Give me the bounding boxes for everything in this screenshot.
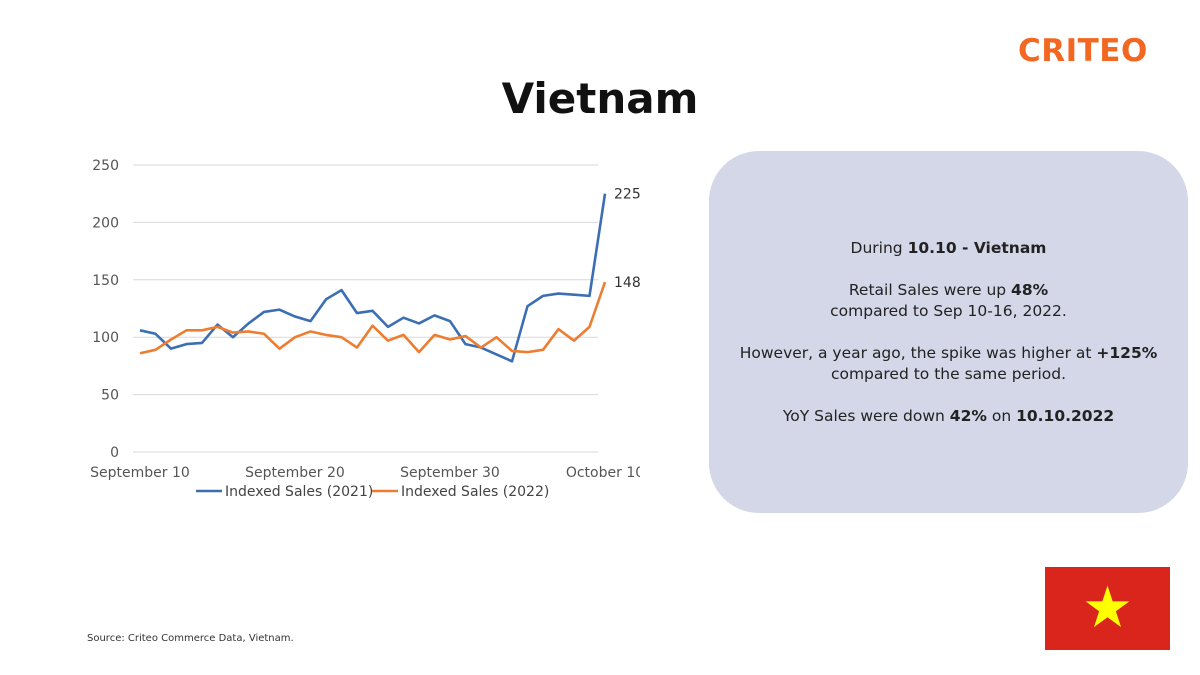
retail-sales-comparison: compared to Sep 10-16, 2022. xyxy=(830,301,1067,320)
legend-label-2: Indexed Sales (2022) xyxy=(401,484,549,500)
x-tick-label: September 30 xyxy=(400,465,500,481)
yoy-paragraph: YoY Sales were down 42% on 10.10.2022 xyxy=(783,406,1114,427)
series-end-labels: 225 148 xyxy=(614,187,640,291)
retail-sales-paragraph: Retail Sales were up 48% compared to Sep… xyxy=(830,280,1067,322)
last-year-comparison: compared to the same period. xyxy=(830,364,1067,383)
last-year-prefix: However, a year ago, the spike was highe… xyxy=(739,343,1097,362)
series-line-2 xyxy=(139,281,607,355)
page-title: Vietnam xyxy=(501,74,699,123)
yoy-mid: on xyxy=(986,406,1017,425)
x-tick-label: September 10 xyxy=(90,465,190,481)
insight-panel: During 10.10 - Vietnam Retail Sales were… xyxy=(709,151,1188,513)
criteo-logo-text: CRITEO xyxy=(1018,33,1148,69)
x-axis-ticks: September 10 September 20 September 30 Octo… xyxy=(90,465,640,481)
source-note: Source: Criteo Commerce Data, Vietnam. xyxy=(87,633,294,644)
chart-gridlines xyxy=(133,164,598,453)
y-axis-ticks: 0 50 100 150 200 250 xyxy=(92,158,119,461)
retail-sales-growth: 48% xyxy=(1011,280,1049,299)
x-tick-label: October 10 xyxy=(566,465,640,481)
end-label-1: 225 xyxy=(614,187,640,203)
panel-heading: During 10.10 - Vietnam xyxy=(851,238,1047,259)
heading-event: 10.10 - Vietnam xyxy=(907,238,1047,257)
legend-label-1: Indexed Sales (2021) xyxy=(225,484,373,500)
y-tick-label: 50 xyxy=(101,388,119,404)
yoy-prefix: YoY Sales were down xyxy=(782,406,950,425)
heading-prefix: During xyxy=(850,238,908,257)
flag-star-icon xyxy=(1085,585,1130,628)
yoy-date: 10.10.2022 xyxy=(1016,406,1115,425)
last-year-spike: +125% xyxy=(1096,343,1158,362)
end-label-2: 148 xyxy=(614,275,640,291)
y-tick-label: 100 xyxy=(92,330,119,346)
chart-series xyxy=(139,193,607,363)
retail-sales-prefix: Retail Sales were up xyxy=(848,280,1012,299)
criteo-logo: CRITEO xyxy=(1018,33,1148,69)
y-tick-label: 250 xyxy=(92,158,119,174)
y-tick-label: 0 xyxy=(110,445,119,461)
yoy-decline: 42% xyxy=(949,406,987,425)
last-year-paragraph: However, a year ago, the spike was highe… xyxy=(740,343,1158,385)
vietnam-flag xyxy=(1045,567,1170,650)
sales-line-chart: 0 50 100 150 200 250 September 10 September 20… xyxy=(90,158,640,500)
chart-legend: Indexed Sales (2021) Indexed Sales (2022) xyxy=(196,484,549,500)
y-tick-label: 200 xyxy=(92,215,119,231)
x-tick-label: September 20 xyxy=(245,465,345,481)
y-tick-label: 150 xyxy=(92,273,119,289)
series-line-1 xyxy=(139,193,607,363)
